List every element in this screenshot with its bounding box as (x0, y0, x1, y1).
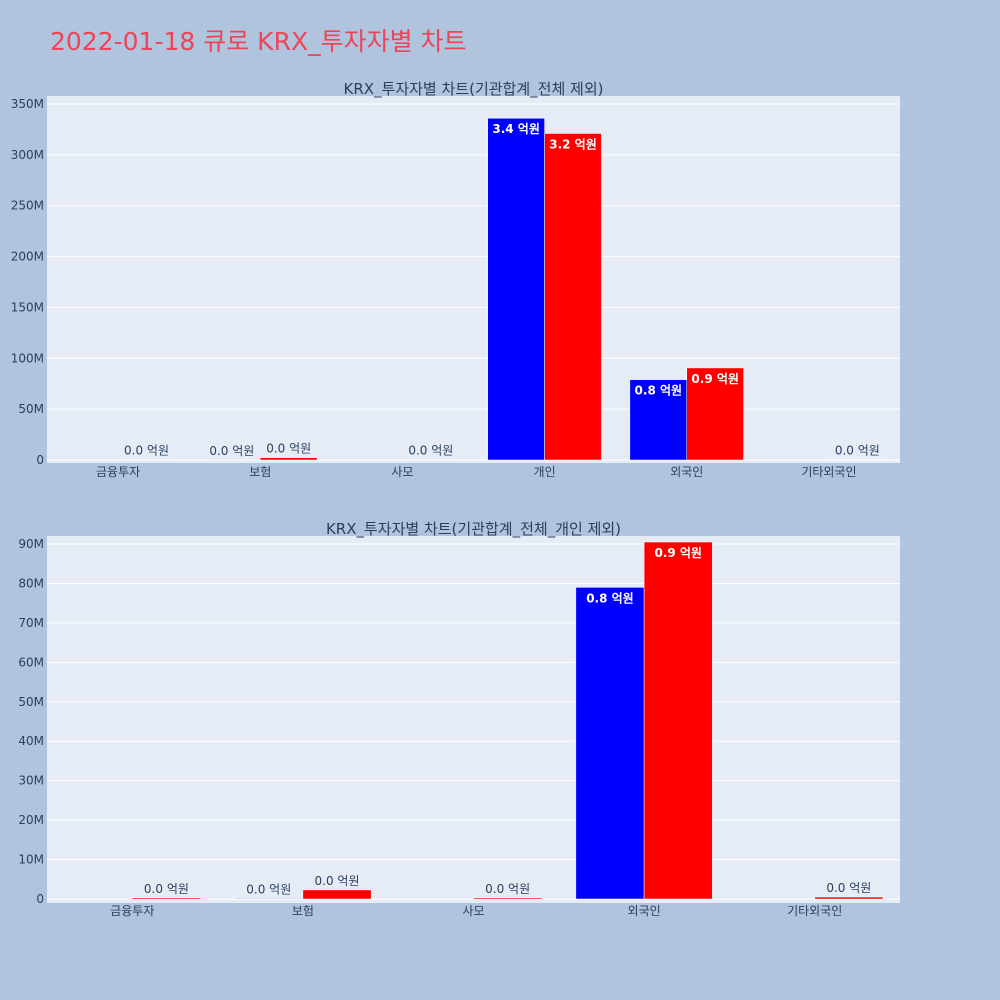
y-tick-label: 0 (36, 892, 44, 906)
sell-bar (643, 541, 713, 900)
chart-title: KRX_투자자별 차트(기관합계_전체_개인 제외) (326, 520, 621, 539)
x-tick-label: 사모 (391, 465, 413, 479)
sell-bar (473, 897, 542, 900)
data-label: 0.8 억원 (586, 591, 634, 605)
x-tick-label: 기타외국인 (787, 904, 842, 918)
data-label: 3.4 억원 (492, 122, 540, 136)
y-tick-label: 30M (18, 774, 44, 788)
sell-bar (544, 133, 602, 461)
x-tick-label: 개인 (534, 465, 556, 479)
page-title: 2022-01-18 큐로 KRX_투자자별 차트 (50, 27, 467, 56)
sell-bar (814, 896, 884, 900)
sell-bar (302, 889, 372, 900)
x-tick-label: 외국인 (670, 465, 703, 479)
x-tick-label: 금융투자 (110, 904, 154, 918)
sell-bar (828, 459, 887, 461)
y-tick-label: 60M (18, 655, 44, 669)
data-label: 0.8 억원 (635, 384, 683, 398)
buy-bar (234, 898, 304, 900)
sell-bar (132, 897, 201, 900)
y-tick-label: 50M (18, 695, 44, 709)
data-label: 0.0 억원 (485, 882, 530, 896)
data-label: 0.0 억원 (144, 882, 189, 896)
buy-bar (575, 587, 645, 900)
y-tick-label: 40M (18, 734, 44, 748)
data-label: 0.0 억원 (408, 444, 453, 458)
x-tick-label: 사모 (462, 904, 484, 918)
data-label: 0.0 억원 (826, 881, 871, 895)
plot-area-0 (47, 96, 900, 463)
y-tick-label: 10M (18, 853, 44, 867)
buy-bar (487, 117, 545, 461)
y-tick-label: 0 (36, 453, 44, 467)
chart-title: KRX_투자자별 차트(기관합계_전체 제외) (344, 80, 604, 99)
x-tick-label: 금융투자 (96, 465, 140, 479)
y-tick-label: 300M (11, 148, 44, 162)
data-label: 3.2 억원 (549, 137, 597, 151)
x-tick-label: 외국인 (628, 904, 661, 918)
y-tick-label: 350M (11, 97, 44, 111)
y-tick-label: 50M (18, 402, 44, 416)
data-label: 0.0 억원 (124, 444, 169, 458)
data-label: 0.9 억원 (654, 546, 702, 560)
y-tick-label: 80M (18, 576, 44, 590)
sell-bar (260, 457, 318, 461)
x-tick-label: 기타외국인 (801, 465, 856, 479)
y-tick-label: 250M (11, 199, 44, 213)
data-label: 0.0 억원 (246, 882, 291, 896)
data-label: 0.9 억원 (691, 372, 739, 386)
y-tick-label: 150M (11, 300, 44, 314)
y-tick-label: 100M (11, 351, 44, 365)
data-label: 0.0 억원 (835, 443, 880, 457)
y-tick-label: 70M (18, 616, 44, 630)
sell-bar (686, 367, 744, 461)
x-tick-label: 보험 (292, 904, 314, 918)
x-tick-label: 보험 (249, 465, 271, 479)
data-label: 0.0 억원 (315, 874, 360, 888)
data-label: 0.0 억원 (209, 444, 254, 458)
y-tick-label: 200M (11, 250, 44, 264)
buy-bar (629, 379, 688, 461)
data-label: 0.0 억원 (266, 442, 311, 456)
plot-area-1 (47, 536, 900, 903)
y-tick-label: 20M (18, 813, 44, 827)
y-tick-label: 90M (18, 537, 44, 551)
